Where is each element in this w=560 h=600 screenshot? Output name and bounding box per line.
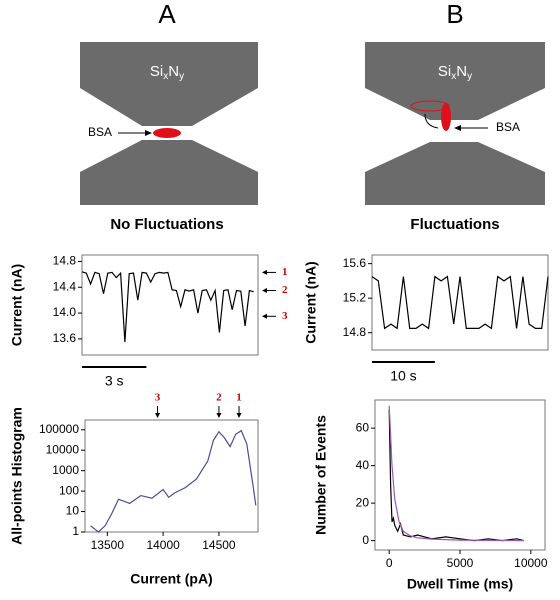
rotation-arrow — [424, 113, 439, 129]
y-tick-label: 20 — [356, 495, 370, 509]
panel-letter: B — [446, 0, 463, 29]
peak-label: 1 — [236, 392, 242, 404]
y-tick-label: 15.2 — [343, 290, 367, 304]
protein — [153, 128, 181, 138]
y-axis-label: Current (nA) — [9, 264, 25, 346]
y-tick-label: 14.8 — [343, 325, 367, 339]
y-tick-label: 14.8 — [53, 254, 77, 268]
panel-letter: A — [158, 0, 176, 29]
y-tick-label: 60 — [356, 420, 370, 434]
y-tick-label: 10 — [66, 504, 80, 518]
caption: Fluctuations — [410, 216, 499, 233]
level-label: 3 — [282, 310, 288, 322]
arrowhead — [262, 313, 267, 319]
membrane-top — [365, 42, 545, 120]
arrowhead — [454, 125, 461, 131]
protein-label: BSA — [496, 120, 520, 134]
arrowhead — [216, 413, 222, 418]
y-tick-label: 1000 — [52, 463, 79, 477]
y-tick-label: 100 — [59, 483, 79, 497]
arrowhead — [145, 130, 152, 136]
y-axis-label: Number of Events — [313, 415, 329, 535]
arrowhead — [262, 269, 267, 275]
y-tick-label: 14.4 — [53, 279, 77, 293]
y-tick-label: 14.0 — [53, 305, 77, 319]
arrowhead — [155, 413, 161, 418]
membrane-bottom — [80, 140, 258, 205]
plot-frame — [81, 254, 259, 356]
caption: No Fluctuations — [110, 216, 223, 233]
peak-label: 3 — [155, 392, 161, 404]
x-tick-label: 14500 — [202, 538, 236, 552]
membrane-bottom — [365, 142, 545, 205]
x-axis-label: Dwell Time (ms) — [407, 576, 513, 592]
arrowhead — [236, 413, 242, 418]
x-tick-label: 13500 — [91, 538, 125, 552]
y-tick-label: 100000 — [39, 422, 79, 436]
x-axis-label: Current (pA) — [130, 571, 212, 587]
y-axis-label: All-points Histogram — [9, 407, 25, 545]
series-line — [81, 271, 254, 343]
y-tick-label: 10000 — [46, 442, 80, 456]
x-tick-label: 10000 — [514, 556, 548, 570]
plot-frame — [374, 399, 546, 551]
y-tick-label: 40 — [356, 458, 370, 472]
x-tick-label: 0 — [386, 556, 393, 570]
scale-bar-label: 10 s — [390, 368, 416, 384]
y-tick-label: 0 — [362, 533, 369, 547]
protein — [441, 103, 451, 131]
scale-bar-label: 3 s — [105, 373, 124, 389]
plot-frame — [371, 254, 549, 351]
y-tick-label: 13.6 — [53, 331, 77, 345]
level-label: 1 — [282, 266, 288, 278]
series-line — [90, 429, 257, 533]
peak-label: 2 — [216, 392, 222, 404]
series-line — [388, 405, 524, 542]
y-axis-label: Current (nA) — [303, 261, 319, 343]
material-label: SixNy — [150, 63, 184, 82]
membrane-top — [80, 42, 258, 126]
plot-frame — [84, 419, 259, 533]
arrowhead — [262, 287, 267, 293]
y-tick-label: 1 — [72, 524, 79, 538]
y-tick-label: 15.6 — [343, 256, 367, 270]
series-line — [388, 409, 524, 542]
series-line — [371, 275, 549, 330]
protein-label: BSA — [88, 125, 112, 139]
x-tick-label: 14000 — [146, 538, 180, 552]
material-label: SixNy — [438, 63, 472, 82]
level-label: 2 — [282, 284, 288, 296]
x-tick-label: 5000 — [447, 556, 474, 570]
